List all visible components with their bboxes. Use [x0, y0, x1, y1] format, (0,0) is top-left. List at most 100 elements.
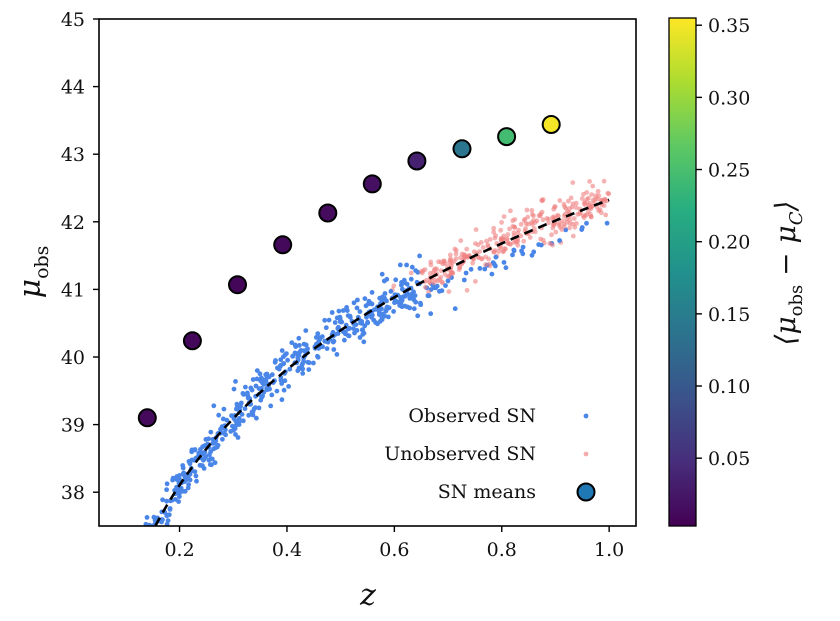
unobserved-sn-point	[587, 179, 592, 184]
observed-sn-point	[286, 384, 291, 389]
unobserved-sn-point	[555, 212, 560, 218]
observed-sn-point	[285, 357, 290, 363]
y-tick-label: 42	[61, 212, 85, 234]
sn-mean-marker	[497, 127, 517, 147]
observed-sn-point	[418, 302, 424, 308]
unobserved-sn-point	[438, 268, 444, 274]
sn-mean-marker	[362, 174, 382, 194]
observed-sn-point	[529, 252, 535, 258]
unobserved-sn-point	[422, 267, 428, 272]
observed-sn-point	[338, 319, 344, 325]
observed-sn-point	[399, 280, 404, 285]
observed-sn-point	[135, 566, 140, 571]
observed-sn-point	[173, 497, 178, 502]
observed-sn-point	[331, 347, 337, 352]
observed-sn-point	[130, 551, 135, 556]
unobserved-sn-point	[518, 221, 524, 227]
unobserved-sn-point	[515, 242, 521, 248]
unobserved-sn-point	[486, 256, 491, 262]
unobserved-sn-point	[532, 229, 538, 235]
observed-sn-point	[186, 459, 192, 464]
unobserved-sn-point	[501, 214, 507, 220]
unobserved-sn-point	[586, 195, 591, 201]
observed-sn-point	[220, 436, 225, 442]
observed-sn-point	[234, 401, 240, 407]
observed-sn-point	[409, 264, 415, 270]
unobserved-sn-point	[434, 266, 440, 272]
observed-sn-point	[344, 305, 349, 310]
unobserved-sn-point	[507, 241, 512, 247]
observed-sn-point	[160, 517, 165, 523]
observed-sn-point	[148, 527, 153, 532]
unobserved-sn-point	[540, 217, 546, 223]
observed-sn-point	[221, 406, 227, 412]
unobserved-sn-point	[561, 221, 567, 227]
x-axis-ticks: 0.2 0.4 0.6 0.8 1.0	[164, 526, 624, 561]
observed-sn-point	[342, 331, 348, 337]
colorbar-tick-label: 0.25	[708, 160, 750, 182]
observed-sn-point	[324, 346, 330, 351]
observed-sn-point	[278, 357, 284, 363]
unobserved-sn-point	[537, 213, 543, 219]
unobserved-sn-point	[589, 203, 595, 209]
colorbar-tick-label: 0.10	[708, 376, 750, 398]
observed-sn-point	[355, 297, 360, 303]
unobserved-sn-point	[448, 256, 453, 262]
observed-sn-point	[129, 572, 134, 577]
observed-sn-point	[193, 473, 199, 479]
unobserved-sn-point	[498, 227, 504, 233]
observed-sn-point	[257, 371, 263, 377]
observed-sn-point	[254, 368, 260, 373]
observed-sn-point	[503, 265, 509, 271]
unobserved-sn-point	[523, 221, 529, 227]
observed-sn-point	[197, 462, 203, 468]
observed-sn-point	[501, 260, 507, 265]
unobserved-sn-point	[567, 225, 572, 231]
observed-sn-point	[377, 310, 382, 316]
unobserved-sn-point	[428, 259, 434, 265]
observed-sn-point	[154, 537, 159, 542]
observed-sn-point	[417, 253, 422, 259]
observed-sn-point	[330, 339, 336, 345]
observed-sn-point	[231, 386, 237, 392]
unobserved-sn-point	[553, 229, 559, 235]
observed-sn-point	[347, 325, 352, 331]
colorbar-tick-label: 0.15	[708, 304, 750, 326]
unobserved-sn-point	[570, 180, 576, 186]
unobserved-sn-point	[503, 246, 508, 252]
observed-sn-point	[281, 387, 287, 393]
observed-sn-point	[520, 251, 526, 257]
observed-sn-point	[357, 335, 363, 340]
unobserved-sn-point	[492, 235, 498, 241]
unobserved-sn-point	[516, 227, 521, 233]
observed-sn-point	[359, 319, 365, 324]
unobserved-sn-point	[589, 192, 594, 198]
observed-sn-point	[297, 349, 303, 355]
observed-sn-point	[141, 565, 146, 570]
colorbar-frame	[668, 17, 697, 527]
unobserved-sn-point	[423, 284, 428, 290]
observed-sn-point	[404, 262, 409, 268]
observed-sn-point	[134, 555, 139, 560]
observed-sn-point	[150, 534, 155, 539]
observed-sn-point	[143, 552, 148, 557]
observed-sn-point	[400, 286, 405, 292]
observed-sn-point	[212, 460, 218, 466]
observed-sn-point	[256, 386, 262, 391]
observed-sn-point	[140, 546, 145, 551]
unobserved-sn-point	[447, 252, 453, 258]
observed-sn-point	[223, 427, 228, 433]
legend-label-unobserved: Unobserved SN	[384, 443, 536, 465]
unobserved-sn-point	[464, 246, 470, 252]
observed-sn-point	[148, 533, 153, 538]
observed-sn-point	[164, 481, 170, 487]
observed-sn-point	[426, 293, 432, 299]
observed-sn-point	[287, 366, 293, 372]
observed-sn-point	[142, 540, 147, 545]
unobserved-sn-point	[459, 251, 465, 257]
observed-sn-point	[397, 262, 403, 268]
unobserved-sn-point	[513, 238, 518, 244]
observed-sn-point	[408, 276, 414, 282]
observed-sn-point	[130, 568, 135, 573]
